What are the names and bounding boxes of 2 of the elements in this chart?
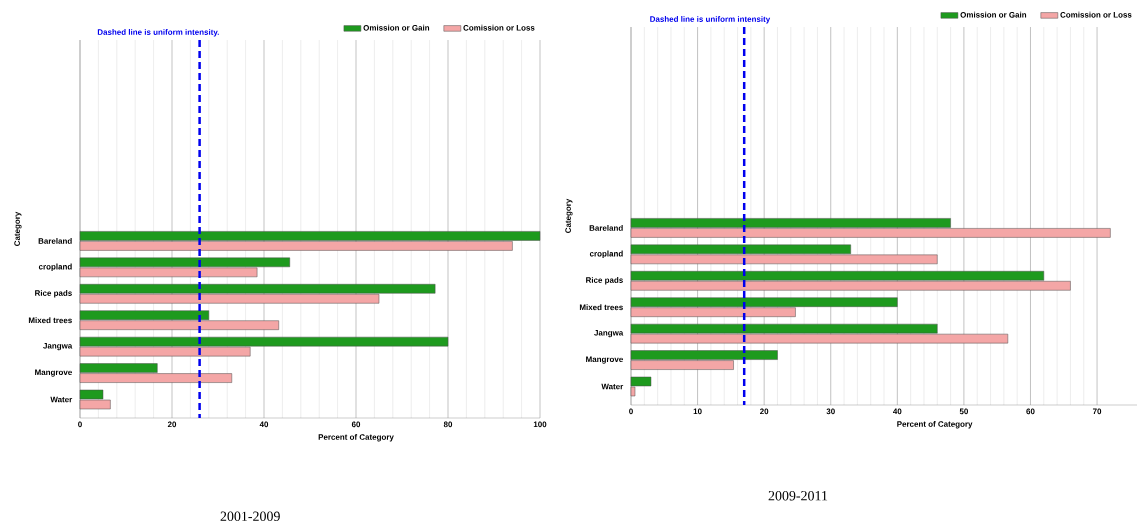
text: 2009-2011 bbox=[768, 491, 828, 501]
text: 2001-2009 bbox=[220, 511, 280, 521]
